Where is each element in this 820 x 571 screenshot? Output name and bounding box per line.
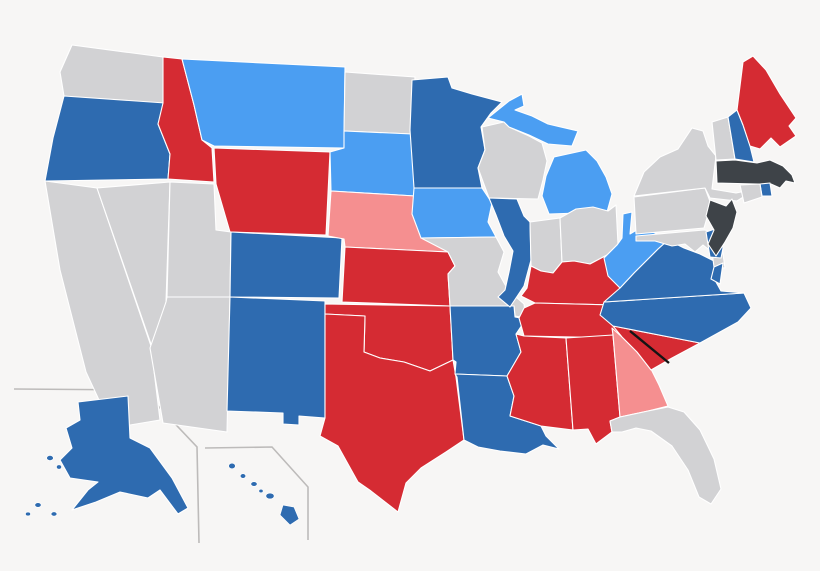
- state-north-carolina: [599, 292, 752, 344]
- state-montana: [181, 58, 346, 149]
- state-colorado: [229, 231, 343, 299]
- state-new-jersey: [705, 198, 738, 257]
- state-iowa: [411, 187, 497, 239]
- state-illinois: [488, 197, 532, 308]
- state-texas: [319, 313, 465, 513]
- state-maine: [736, 55, 797, 150]
- state-new-mexico: [226, 296, 326, 426]
- south-carolina-special-election-stripe: [629, 330, 670, 364]
- state-arizona: [149, 296, 231, 433]
- state-west-virginia: [603, 211, 669, 289]
- state-wyoming: [213, 147, 331, 236]
- state-virginia-eastern-shore: [710, 262, 724, 285]
- state-michigan-upper-peninsula: [487, 93, 579, 147]
- state-north-dakota: [343, 71, 416, 135]
- state-florida: [609, 406, 722, 505]
- state-hawaii: [228, 462, 300, 526]
- state-kansas: [341, 246, 456, 307]
- state-connecticut: [739, 183, 763, 204]
- state-alaska: [25, 395, 189, 517]
- state-michigan: [541, 149, 613, 215]
- state-indiana: [529, 217, 563, 274]
- state-oregon: [44, 95, 171, 182]
- hawaii-inset-border: [204, 446, 309, 540]
